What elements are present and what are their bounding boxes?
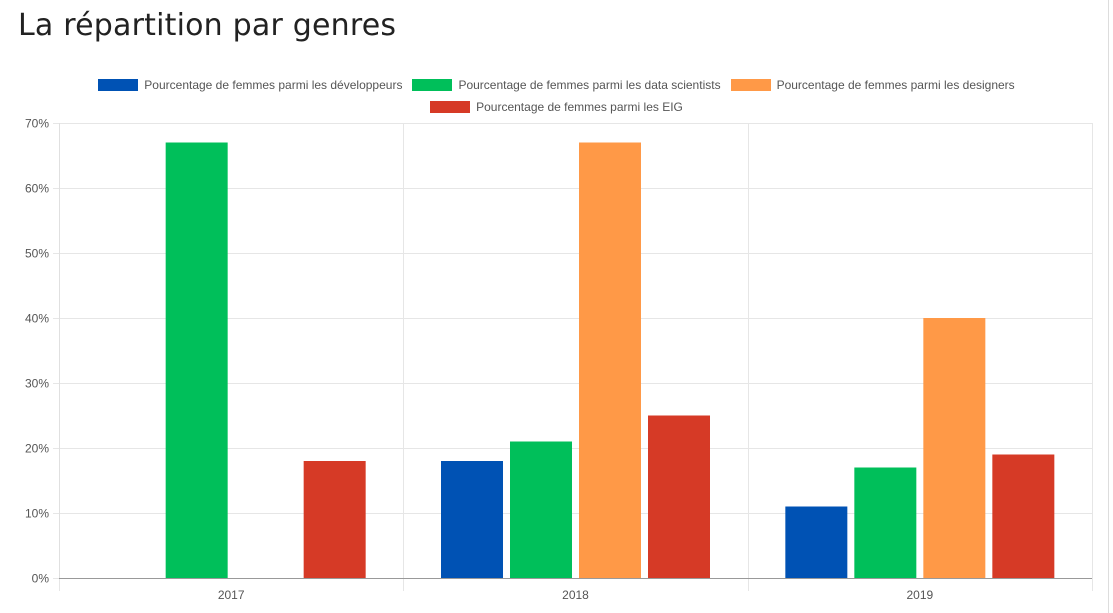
bar-2017-series-3 — [303, 461, 366, 578]
y-tick-label: 50% — [25, 247, 49, 261]
bar-2019-series-1 — [854, 467, 917, 578]
legend-row-1: Pourcentage de femmes parmi les développ… — [0, 74, 1113, 96]
legend-row-2: Pourcentage de femmes parmi les EIG — [0, 96, 1113, 118]
bar-2019-series-2 — [923, 318, 986, 578]
x-tick-label: 2018 — [562, 588, 589, 602]
legend-swatch-developpeurs — [98, 79, 139, 91]
y-tick-label: 10% — [25, 507, 49, 521]
y-tick-label: 60% — [25, 182, 49, 196]
legend-swatch-eig — [430, 101, 471, 113]
legend-swatch-data-scientists — [412, 79, 453, 91]
chart-legend: Pourcentage de femmes parmi les développ… — [0, 74, 1113, 118]
legend-item-eig[interactable]: Pourcentage de femmes parmi les EIG — [430, 100, 683, 114]
y-tick-label: 40% — [25, 312, 49, 326]
bar-2018-series-3 — [648, 415, 710, 578]
bar-2018-series-2 — [579, 142, 641, 578]
y-tick-label: 0% — [32, 572, 50, 586]
bar-2018-series-1 — [510, 441, 572, 578]
legend-label-data-scientists: Pourcentage de femmes parmi les data sci… — [458, 78, 721, 92]
bar-2019-series-3 — [992, 454, 1055, 578]
x-tick-label: 2017 — [218, 588, 245, 602]
y-tick-label: 30% — [25, 377, 49, 391]
bar-2019-series-0 — [785, 506, 848, 578]
legend-swatch-designers — [730, 79, 771, 91]
bar-2017-series-1 — [165, 142, 228, 578]
legend-label-developpeurs: Pourcentage de femmes parmi les développ… — [144, 78, 403, 92]
page-title: La répartition par genres — [18, 8, 397, 43]
legend-label-eig: Pourcentage de femmes parmi les EIG — [476, 100, 683, 114]
legend-item-developpeurs[interactable]: Pourcentage de femmes parmi les développ… — [98, 78, 402, 92]
x-tick-label: 2019 — [906, 588, 933, 602]
legend-label-designers: Pourcentage de femmes parmi les designer… — [776, 78, 1015, 92]
bar-2018-series-0 — [441, 461, 503, 578]
y-tick-label: 20% — [25, 442, 49, 456]
y-tick-label: 70% — [25, 117, 49, 131]
page-right-border — [1108, 0, 1109, 613]
legend-item-data-scientists[interactable]: Pourcentage de femmes parmi les data sci… — [412, 78, 721, 92]
legend-item-designers[interactable]: Pourcentage de femmes parmi les designer… — [730, 78, 1015, 92]
